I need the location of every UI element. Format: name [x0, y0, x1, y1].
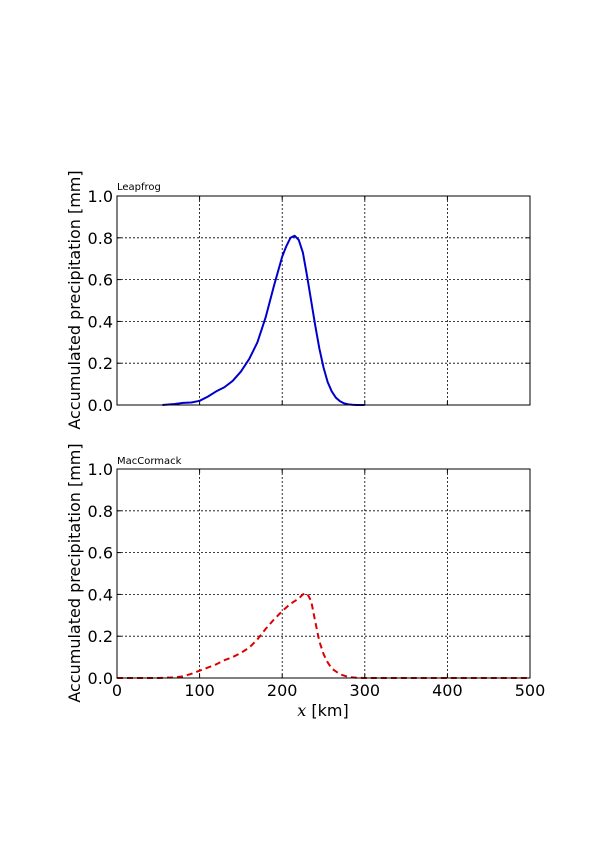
y-axis-label: Accumulated precipitation [mm]: [65, 443, 84, 702]
y-tick-label: 0.4: [88, 585, 113, 604]
x-tick-label: 200: [267, 681, 298, 700]
y-axis-label: Accumulated precipitation [mm]: [65, 170, 84, 429]
y-tick-label: 0.6: [88, 544, 113, 563]
y-tick-label: 0.2: [88, 354, 113, 373]
y-tick-label: 0.8: [88, 229, 113, 248]
x-tick-label: 0: [112, 681, 122, 700]
x-axis-label: x [km]: [297, 701, 348, 720]
panel-title: Leapfrog: [117, 182, 161, 193]
y-tick-label: 1.0: [88, 460, 113, 479]
x-tick-label: 100: [184, 681, 215, 700]
series-line: [162, 234, 365, 406]
y-tick-label: 0.2: [88, 627, 113, 646]
plot-frame: [116, 468, 531, 679]
grid-lines: [117, 469, 530, 678]
y-tick-label: 0.0: [88, 669, 113, 688]
y-tick-label: 0.8: [88, 502, 113, 521]
series-line: [117, 592, 530, 679]
x-tick-label: 500: [515, 681, 546, 700]
panel-maccormack: MacCormack Accumulated precipitation [mm…: [65, 443, 545, 720]
panel-title: MacCormack: [117, 456, 182, 467]
series-group: [117, 592, 530, 679]
x-tick-label: 400: [432, 681, 463, 700]
series-group: [162, 234, 365, 406]
y-tick-label: 0.6: [88, 271, 113, 290]
x-tick-group: [116, 196, 531, 405]
grid-lines: [117, 196, 530, 405]
y-tick-group: 0.0 0.2 0.4 0.6 0.8 1.0: [88, 460, 530, 688]
y-tick-label: 1.0: [88, 187, 113, 206]
panel-leapfrog: Leapfrog Accumulated precipitation [mm] …: [65, 170, 531, 430]
x-tick-label: 300: [350, 681, 381, 700]
y-tick-group: 0.0 0.2 0.4 0.6 0.8 1.0: [88, 187, 530, 415]
x-tick-group: 0 100 200 300 400 500: [112, 469, 545, 700]
y-tick-label: 0.4: [88, 312, 113, 331]
y-tick-label: 0.0: [88, 396, 113, 415]
plot-frame: [116, 195, 531, 406]
